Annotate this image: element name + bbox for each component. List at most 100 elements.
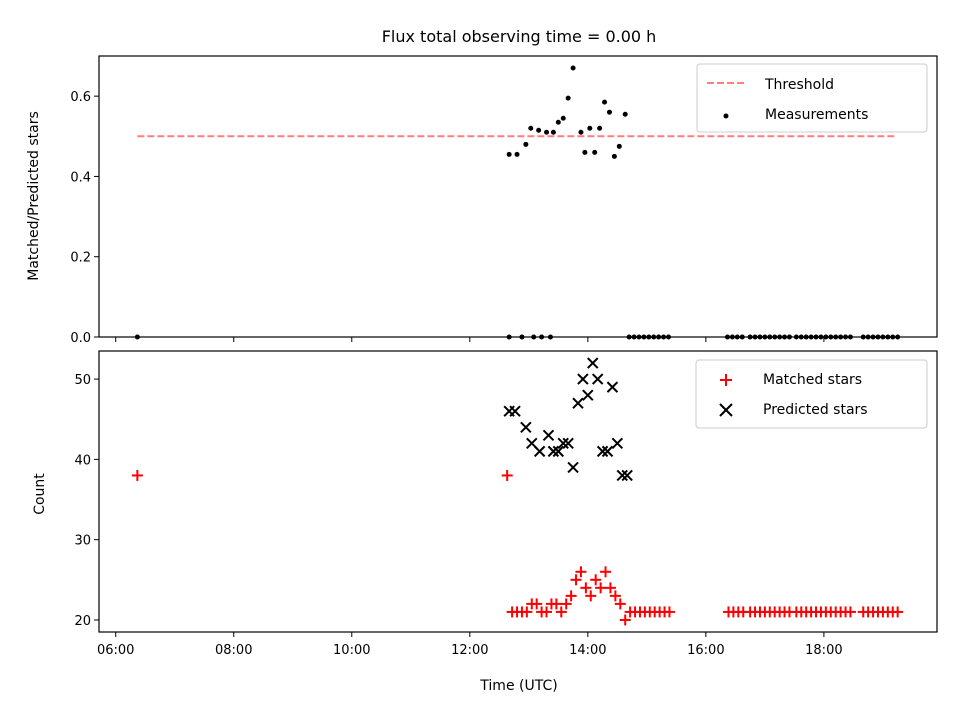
- measurement-point: [803, 334, 809, 340]
- top-y-axis-label: Matched/Predicted stars: [26, 111, 42, 281]
- measurement-point: [555, 119, 561, 125]
- predicted-point: [582, 389, 594, 401]
- matched-point: [609, 590, 621, 602]
- bottom-legend: Matched stars Predicted stars: [695, 359, 928, 429]
- measurement-point: [823, 334, 829, 340]
- top-marks: [134, 65, 901, 340]
- threshold-legend-label: Threshold: [764, 77, 834, 93]
- measurement-point: [528, 125, 534, 131]
- x-tick-label: 06:00: [97, 643, 134, 658]
- measurement-point: [611, 153, 617, 159]
- measurement-point: [134, 334, 140, 340]
- top-legend: Threshold Measurements: [696, 63, 928, 133]
- matched-point: [590, 574, 602, 586]
- y-tick-label: 0.2: [70, 251, 91, 266]
- y-tick-label: 50: [74, 373, 91, 388]
- predicted-point: [509, 405, 521, 417]
- bottom-legend-box: [695, 359, 928, 429]
- measurement-point: [592, 149, 598, 155]
- matched-point: [565, 590, 577, 602]
- y-tick-label: 0.6: [70, 90, 91, 105]
- matched-point: [585, 590, 597, 602]
- measurement-point: [514, 151, 520, 157]
- measurement-point: [885, 334, 891, 340]
- measurement-point: [582, 149, 588, 155]
- measurement-point: [506, 151, 512, 157]
- matched-point: [575, 566, 587, 578]
- measurement-point: [725, 334, 730, 340]
- measurement-point: [786, 334, 792, 340]
- y-tick-label: 30: [74, 534, 91, 549]
- x-tick-label: 12:00: [451, 643, 488, 658]
- measurement-point: [772, 334, 778, 340]
- measurement-point: [523, 141, 529, 147]
- measurement-point: [560, 115, 566, 121]
- measurement-point: [734, 334, 740, 340]
- measurement-point: [767, 334, 773, 340]
- matched-point: [619, 614, 631, 626]
- bottom-panel: Count Time (UTC) 20 30 40 50 06:00 08:00 10:0…: [32, 350, 938, 694]
- measurement-point: [651, 334, 657, 340]
- measurements-legend-label: Measurements: [765, 107, 868, 123]
- predicted-point: [616, 469, 628, 482]
- bottom-y-ticks: 20 30 40 50: [74, 373, 99, 629]
- predicted-point: [577, 373, 589, 385]
- top-x-ticks: [115, 337, 825, 342]
- matched-point: [600, 566, 612, 578]
- predicted-point: [611, 437, 624, 450]
- matched-point: [570, 574, 582, 586]
- y-tick-label: 0.4: [70, 170, 91, 185]
- matched-point: [604, 582, 616, 594]
- measurement-point: [570, 65, 576, 71]
- measurement-point: [757, 334, 763, 340]
- x-axis-label: Time (UTC): [479, 678, 557, 694]
- measurement-point: [813, 334, 819, 340]
- top-legend-box: [696, 63, 928, 133]
- predicted-point: [572, 397, 584, 409]
- measurement-point: [622, 111, 628, 117]
- measurement-point: [752, 334, 758, 340]
- measurement-point: [880, 334, 886, 340]
- predicted-point: [567, 461, 579, 474]
- measurement-point: [818, 334, 824, 340]
- top-panel: Flux total observing time = 0.00 h Match…: [26, 27, 938, 346]
- y-tick-label: 0.0: [70, 331, 91, 346]
- predicted-point: [587, 357, 599, 369]
- measurement-point: [597, 125, 603, 131]
- matched-point: [892, 606, 904, 618]
- measurement-point: [636, 334, 642, 340]
- measurement-point: [843, 334, 849, 340]
- y-tick-label: 40: [74, 453, 91, 468]
- x-tick-label: 08:00: [215, 643, 252, 658]
- measurements-legend-swatch: [723, 113, 729, 119]
- x-tick-label: 14:00: [569, 643, 606, 658]
- matched-legend-swatch: [720, 374, 732, 386]
- chart-title: Flux total observing time = 0.00 h: [382, 27, 657, 46]
- measurement-point: [531, 334, 537, 340]
- measurement-point: [587, 125, 593, 131]
- measurement-point: [631, 334, 637, 340]
- measurement-point: [762, 334, 768, 340]
- predicted-legend-swatch: [719, 403, 733, 417]
- predicted-point: [533, 445, 546, 458]
- predicted-point: [542, 429, 555, 442]
- measurement-point: [838, 334, 844, 340]
- measurement-point: [646, 334, 652, 340]
- measurement-point: [547, 334, 553, 340]
- measurement-point: [865, 334, 871, 340]
- matched-point: [555, 606, 567, 618]
- predicted-point: [557, 437, 569, 450]
- x-tick-label: 10:00: [333, 643, 370, 658]
- predicted-legend-label: Predicted stars: [763, 402, 868, 418]
- predicted-point: [621, 469, 633, 482]
- measurement-point: [616, 143, 622, 149]
- measurement-point: [747, 334, 753, 340]
- x-tick-label: 16:00: [687, 643, 724, 658]
- measurement-point: [578, 129, 584, 135]
- bottom-y-axis-label: Count: [32, 473, 48, 515]
- measurement-point: [739, 334, 745, 340]
- measurement-point: [777, 334, 783, 340]
- measurement-point: [890, 334, 896, 340]
- bottom-x-ticks: 06:00 08:00 10:00 12:00 14:00 16:00 18:00: [97, 632, 843, 658]
